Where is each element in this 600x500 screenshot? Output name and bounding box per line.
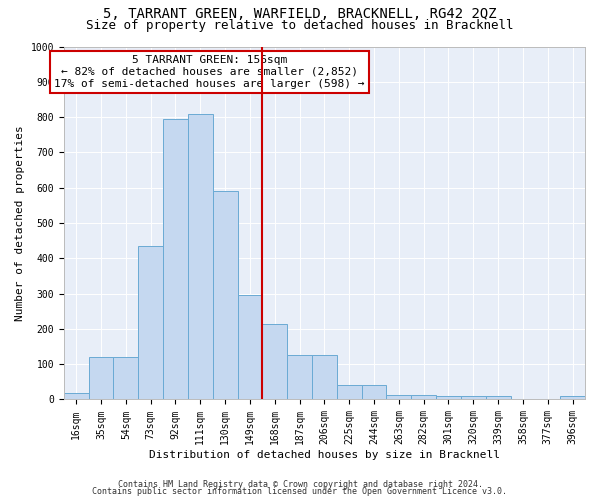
Bar (486, 396, 511, 400)
Bar (89, 357, 113, 400)
Bar (212, 191, 238, 400)
Bar (138, 246, 163, 400)
X-axis label: Distribution of detached houses by size in Bracknell: Distribution of detached houses by size … (149, 450, 500, 460)
Bar (163, 119, 188, 400)
Bar (262, 324, 287, 400)
Bar (113, 357, 138, 400)
Text: Contains HM Land Registry data © Crown copyright and database right 2024.: Contains HM Land Registry data © Crown c… (118, 480, 482, 489)
Bar (337, 386, 362, 400)
Text: Contains public sector information licensed under the Open Government Licence v3: Contains public sector information licen… (92, 487, 508, 496)
Bar (188, 114, 212, 400)
Bar (312, 356, 337, 400)
Bar (411, 395, 436, 400)
Bar (362, 386, 386, 400)
Bar (461, 396, 486, 400)
Text: Size of property relative to detached houses in Bracknell: Size of property relative to detached ho… (86, 18, 514, 32)
Text: 5, TARRANT GREEN, WARFIELD, BRACKNELL, RG42 2QZ: 5, TARRANT GREEN, WARFIELD, BRACKNELL, R… (103, 8, 497, 22)
Y-axis label: Number of detached properties: Number of detached properties (15, 125, 25, 321)
Bar (64, 393, 89, 400)
Bar (386, 395, 411, 400)
Text: 5 TARRANT GREEN: 156sqm
← 82% of detached houses are smaller (2,852)
17% of semi: 5 TARRANT GREEN: 156sqm ← 82% of detache… (55, 56, 365, 88)
Bar (287, 356, 312, 400)
Bar (238, 296, 262, 400)
Bar (436, 396, 461, 400)
Bar (560, 396, 585, 400)
